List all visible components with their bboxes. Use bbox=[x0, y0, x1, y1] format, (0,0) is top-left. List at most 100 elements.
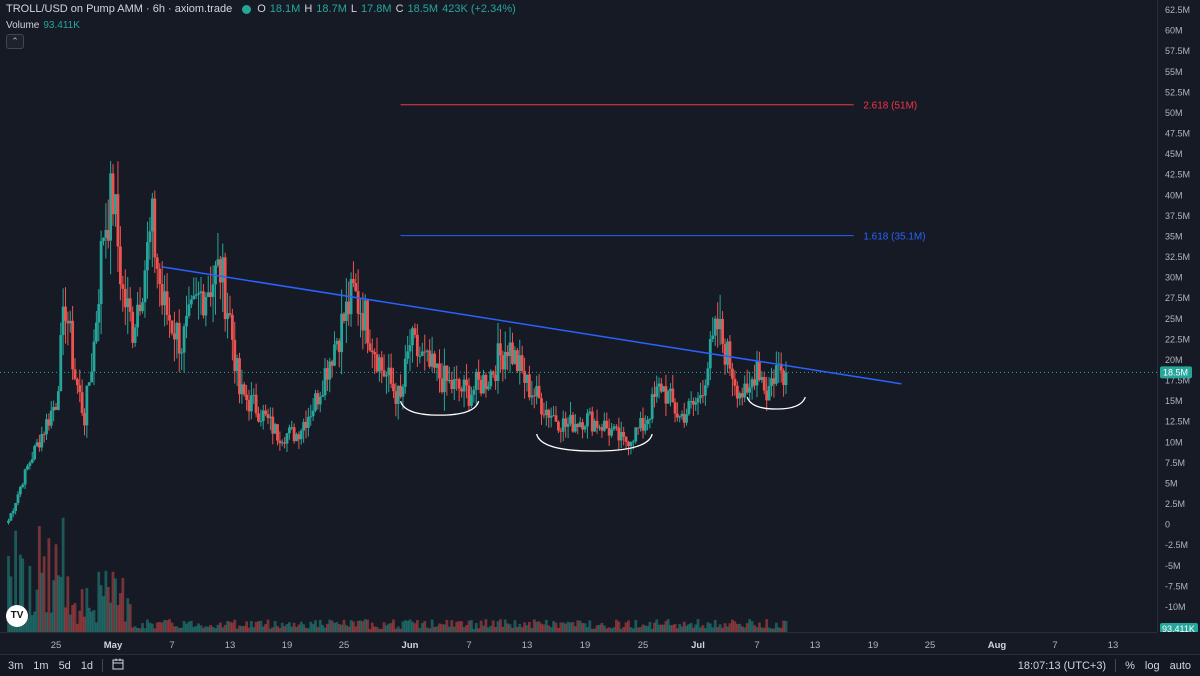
volume-bar bbox=[648, 621, 652, 632]
volume-bar bbox=[297, 624, 301, 632]
candle-body bbox=[26, 465, 29, 470]
candle-body bbox=[396, 385, 400, 404]
volume-bar bbox=[420, 623, 424, 632]
volume-bar bbox=[99, 585, 103, 632]
percent-scale-toggle[interactable]: % bbox=[1125, 659, 1135, 672]
interval-1m[interactable]: 1m bbox=[33, 659, 49, 672]
volume-bar bbox=[443, 624, 446, 632]
candle bbox=[9, 512, 13, 521]
candle bbox=[68, 310, 72, 333]
candle-body bbox=[518, 355, 522, 371]
volume-bar bbox=[290, 626, 294, 632]
volume-bar bbox=[199, 625, 203, 632]
candle bbox=[689, 391, 693, 409]
volume-bar bbox=[765, 619, 769, 632]
candle bbox=[433, 350, 436, 374]
candle bbox=[323, 357, 327, 401]
candle-body bbox=[669, 388, 672, 392]
volume-bar bbox=[163, 619, 167, 632]
candle bbox=[583, 424, 587, 433]
candle-body bbox=[423, 351, 427, 353]
candle-body bbox=[73, 369, 77, 380]
candle-body bbox=[641, 418, 645, 431]
volume-bar bbox=[18, 554, 22, 632]
candle-body bbox=[123, 288, 127, 308]
candle-body bbox=[280, 442, 284, 444]
candle-body bbox=[321, 395, 325, 397]
volume-bar bbox=[359, 620, 362, 632]
candle-body bbox=[573, 423, 577, 432]
price-axis[interactable]: 62.5M 60M 57.5M 55M 52.5M 50M 47.5M 45M 42.5M 40M… bbox=[1157, 0, 1200, 632]
volume-legend[interactable]: Volume 93.411K bbox=[6, 20, 80, 31]
bottom-toolbar: 3m 1m 5d 1d 18:07:13 (UTC+3) % log auto bbox=[0, 654, 1200, 676]
price-tick-label: 30M bbox=[1165, 273, 1183, 283]
candle bbox=[290, 420, 294, 431]
volume-bar bbox=[73, 603, 77, 632]
candle bbox=[280, 439, 284, 447]
candle bbox=[607, 418, 611, 446]
symbol-title[interactable]: TROLL/USD on Pump AMM · 6h · axiom.trade bbox=[6, 3, 233, 15]
candle bbox=[418, 346, 422, 364]
interval-3m[interactable]: 3m bbox=[8, 659, 24, 672]
candle-body bbox=[347, 301, 351, 315]
calendar-icon[interactable] bbox=[107, 658, 129, 673]
candle bbox=[99, 230, 103, 335]
candle bbox=[443, 348, 446, 411]
candle bbox=[474, 368, 478, 405]
volume-bar bbox=[347, 626, 351, 632]
candle-body bbox=[779, 363, 783, 371]
time-tick-label: 13 bbox=[1108, 640, 1119, 651]
volume-bar bbox=[496, 621, 500, 632]
candle-body bbox=[23, 469, 27, 485]
candle bbox=[743, 375, 747, 403]
interval-5d[interactable]: 5d bbox=[58, 659, 71, 672]
candle-body bbox=[753, 379, 756, 386]
time-tick-label: 13 bbox=[522, 640, 533, 651]
candle-body bbox=[363, 300, 367, 331]
volume-bar bbox=[401, 621, 405, 632]
candle bbox=[264, 404, 268, 417]
auto-scale-toggle[interactable]: auto bbox=[1169, 659, 1191, 672]
candle-body bbox=[489, 371, 493, 387]
candle bbox=[696, 392, 700, 415]
time-tick-label: Jul bbox=[691, 640, 705, 651]
chart-area[interactable]: 2.618 (51M) 1.618 (35.1M) TROLL/USD on Pu… bbox=[0, 0, 1157, 632]
candle-body bbox=[306, 417, 310, 428]
candle bbox=[299, 428, 303, 445]
current-price-badge bbox=[1160, 366, 1192, 379]
candle bbox=[662, 386, 666, 393]
candle bbox=[784, 361, 788, 394]
candle bbox=[252, 388, 256, 405]
candle bbox=[292, 423, 296, 444]
candle-body bbox=[506, 351, 510, 357]
volume-bar bbox=[726, 626, 729, 632]
candle bbox=[109, 160, 113, 275]
interval-1d[interactable]: 1d bbox=[80, 659, 94, 672]
time-axis[interactable]: 25 May 7 13 19 25 Jun 7 13 19 25 Jul 7 13 19 25 Aug 7 13 bbox=[0, 632, 1157, 655]
volume-bar bbox=[396, 626, 400, 632]
clock-display[interactable]: 18:07:13 (UTC+3) bbox=[1017, 659, 1107, 672]
volume-bar bbox=[435, 626, 439, 632]
candle bbox=[774, 351, 778, 387]
collapse-legend-button[interactable]: ⌃ bbox=[6, 34, 24, 49]
divider bbox=[1115, 659, 1117, 672]
volume-bar bbox=[470, 620, 473, 632]
candle bbox=[123, 269, 127, 326]
log-scale-toggle[interactable]: log bbox=[1144, 659, 1160, 672]
candle-body bbox=[435, 363, 439, 368]
candle-body bbox=[762, 376, 766, 391]
candle-body bbox=[373, 352, 377, 355]
candle bbox=[755, 350, 759, 398]
candle bbox=[482, 369, 485, 394]
candle bbox=[703, 379, 707, 406]
candlestick-chart[interactable]: 2.618 (51M) 1.618 (35.1M) bbox=[0, 0, 1157, 632]
candle-body bbox=[278, 440, 282, 444]
candle-body bbox=[223, 257, 227, 320]
candle-body bbox=[304, 421, 308, 428]
candle bbox=[83, 408, 86, 436]
volume-bar bbox=[537, 621, 541, 632]
candle-body bbox=[276, 424, 279, 441]
price-tick-label: -10M bbox=[1165, 602, 1186, 612]
volume-bar bbox=[173, 626, 176, 632]
tradingview-logo-icon[interactable]: TV bbox=[6, 605, 28, 627]
